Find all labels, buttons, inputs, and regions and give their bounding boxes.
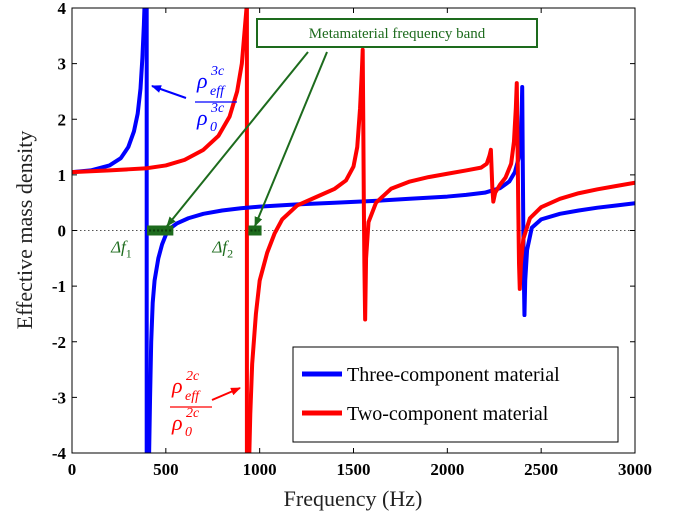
two-component-annotation: ρ eff 2c ρ 0 2c	[170, 369, 241, 440]
band-marker-1	[147, 225, 174, 236]
band-delta-sub-1: 1	[126, 247, 132, 261]
three-num-sub: eff	[210, 84, 226, 99]
x-tick-label-1: 500	[153, 460, 179, 479]
band-delta-label-1: Δf1	[110, 238, 132, 261]
band-delta-label-2: Δf2	[211, 238, 233, 261]
y-tick-label-0: -4	[52, 444, 67, 463]
legend: Three-component material Two-component m…	[292, 346, 619, 443]
legend-label-two-component: Two-component material	[347, 403, 549, 425]
legend-label-three-component: Three-component material	[347, 364, 560, 386]
band-delta-symbol-2: Δf	[211, 238, 229, 257]
two-num-rho: ρ	[171, 373, 183, 398]
three-den-sub: 0	[210, 120, 217, 135]
series-1-segment-0	[72, 8, 249, 175]
band-annotation: Metamaterial frequency band	[166, 18, 538, 227]
legend-box	[292, 346, 619, 443]
band-label-text: Metamaterial frequency band	[309, 26, 486, 42]
two-component-arrow	[211, 387, 241, 401]
x-axis-label: Frequency (Hz)	[284, 486, 423, 511]
x-tick-label-3: 1500	[337, 460, 371, 479]
x-tick-label-4: 2000	[430, 460, 464, 479]
three-component-arrow	[151, 85, 187, 99]
two-num-sup: 2c	[186, 369, 200, 384]
band-label-box	[256, 18, 538, 48]
y-tick-label-4: 0	[58, 222, 67, 241]
two-den-sup: 2c	[186, 406, 200, 421]
x-tick-label-2: 1000	[243, 460, 277, 479]
series-0-segment-0	[72, 8, 147, 175]
band-arrow-2	[254, 51, 328, 227]
band-delta-sub-2: 2	[227, 247, 233, 261]
two-den-rho: ρ	[171, 410, 183, 435]
y-tick-label-6: 2	[58, 110, 67, 129]
y-tick-label-1: -3	[52, 388, 66, 407]
y-tick-label-7: 3	[58, 55, 67, 74]
three-num-sup: 3c	[210, 64, 225, 79]
series-0-segment-1	[147, 84, 635, 453]
y-tick-label-2: -2	[52, 333, 66, 352]
series-1-segment-1	[247, 47, 635, 453]
y-tick-label-3: -1	[52, 277, 66, 296]
band-delta-symbol-1: Δf	[110, 238, 128, 257]
three-num-rho: ρ	[196, 68, 208, 93]
three-den-rho: ρ	[196, 105, 208, 130]
two-den-sub: 0	[185, 425, 192, 440]
x-tick-label-0: 0	[68, 460, 77, 479]
y-tick-label-5: 1	[58, 166, 67, 185]
two-num-sub: eff	[185, 389, 201, 404]
three-den-sup: 3c	[210, 101, 225, 116]
x-tick-label-5: 2500	[524, 460, 558, 479]
x-tick-label-6: 3000	[618, 460, 652, 479]
three-component-annotation: ρ eff 3c ρ 0 3c	[151, 64, 237, 135]
y-axis-label: Effective mass density	[12, 131, 37, 330]
y-tick-label-8: 4	[58, 0, 67, 18]
band-arrow-1	[166, 51, 309, 227]
